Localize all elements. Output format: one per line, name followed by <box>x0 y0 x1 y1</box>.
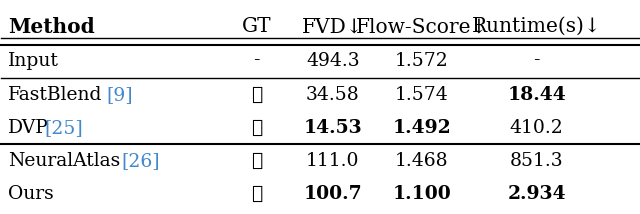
Text: ✓: ✓ <box>251 119 262 137</box>
Text: [26]: [26] <box>121 152 160 170</box>
Text: 851.3: 851.3 <box>510 152 563 170</box>
Text: 1.572: 1.572 <box>395 52 449 70</box>
Text: FVD↓: FVD↓ <box>302 17 364 36</box>
Text: 111.0: 111.0 <box>306 152 360 170</box>
Text: Runtime(s)↓: Runtime(s)↓ <box>472 17 602 36</box>
Text: -: - <box>533 52 540 70</box>
Text: [25]: [25] <box>45 119 83 137</box>
Text: Ours: Ours <box>8 185 54 203</box>
Text: 18.44: 18.44 <box>508 86 566 104</box>
Text: DVP: DVP <box>8 119 49 137</box>
Text: Input: Input <box>8 52 59 70</box>
Text: 1.100: 1.100 <box>392 185 451 203</box>
Text: 100.7: 100.7 <box>303 185 362 203</box>
Text: 34.58: 34.58 <box>306 86 360 104</box>
Text: ✗: ✗ <box>251 152 262 170</box>
Text: GT: GT <box>241 17 271 36</box>
Text: Flow-Score↓: Flow-Score↓ <box>356 17 488 36</box>
Text: NeuralAtlas: NeuralAtlas <box>8 152 120 170</box>
Text: 494.3: 494.3 <box>306 52 360 70</box>
Text: 410.2: 410.2 <box>510 119 564 137</box>
Text: 2.934: 2.934 <box>508 185 566 203</box>
Text: [9]: [9] <box>106 86 133 104</box>
Text: Method: Method <box>8 17 95 37</box>
Text: 1.468: 1.468 <box>395 152 449 170</box>
Text: -: - <box>253 52 260 70</box>
Text: ✓: ✓ <box>251 86 262 104</box>
Text: 1.574: 1.574 <box>395 86 449 104</box>
Text: FastBlend: FastBlend <box>8 86 102 104</box>
Text: 1.492: 1.492 <box>393 119 451 137</box>
Text: ✗: ✗ <box>251 185 262 203</box>
Text: 14.53: 14.53 <box>303 119 362 137</box>
